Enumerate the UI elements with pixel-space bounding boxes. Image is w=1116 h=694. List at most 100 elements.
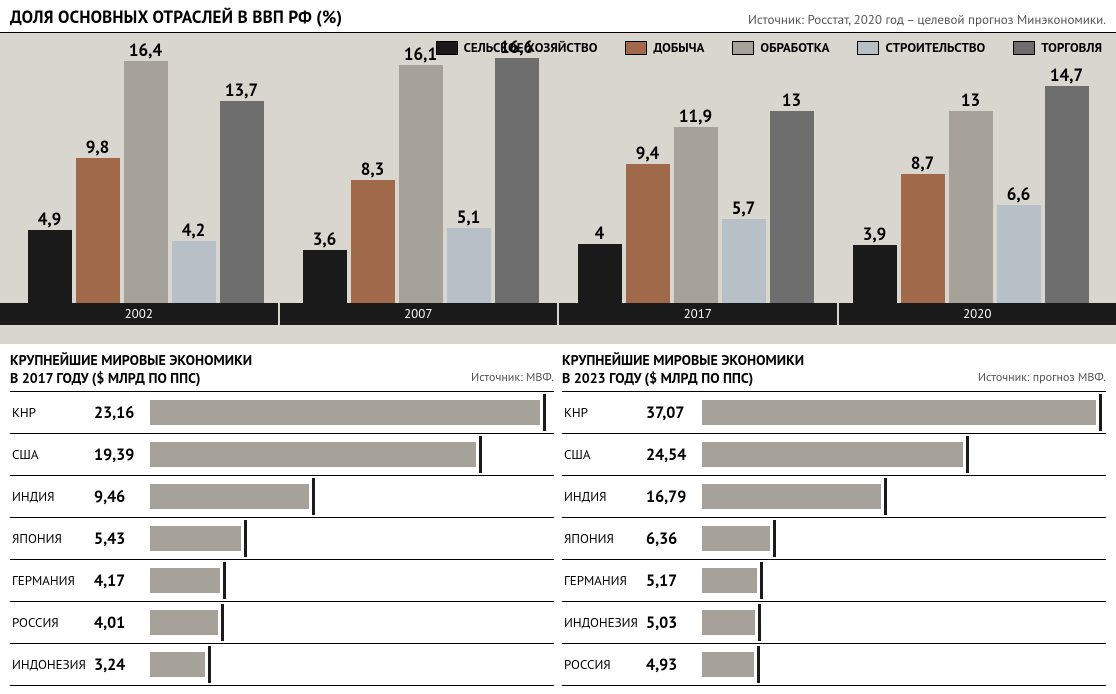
panel-title: КРУПНЕЙШИЕ МИРОВЫЕ ЭКОНОМИКИВ 2017 ГОДУ … bbox=[10, 352, 252, 387]
bar: 4,9 bbox=[28, 230, 72, 302]
bar-value-label: 5,1 bbox=[457, 206, 481, 228]
bar-value-label: 13 bbox=[782, 89, 801, 111]
row-bar-tick bbox=[758, 604, 761, 641]
bar: 5,7 bbox=[722, 219, 766, 303]
row-value: 16,79 bbox=[646, 487, 702, 507]
bar-value-label: 8,3 bbox=[361, 158, 385, 180]
bar: 3,9 bbox=[853, 245, 897, 302]
row-value: 6,36 bbox=[646, 529, 702, 549]
year-group: 3,68,316,15,116,6 bbox=[283, 58, 558, 303]
chart-title: ДОЛЯ ОСНОВНЫХ ОТРАСЛЕЙ В ВВП РФ (%) bbox=[10, 6, 342, 28]
row-bar-track bbox=[702, 476, 1106, 517]
bar-value-label: 16,1 bbox=[404, 43, 437, 65]
row-label: РОССИЯ bbox=[10, 614, 94, 631]
row-value: 19,39 bbox=[94, 445, 150, 465]
row-label: ИНДИЯ bbox=[10, 488, 94, 505]
row-value: 5,43 bbox=[94, 529, 150, 549]
row-label: ГЕРМАНИЯ bbox=[10, 572, 94, 589]
legend-item: ДОБЫЧА bbox=[625, 39, 704, 56]
bar: 4 bbox=[578, 244, 622, 303]
bar: 13,7 bbox=[220, 101, 264, 303]
bar: 14,7 bbox=[1045, 86, 1089, 303]
row-bar-tick bbox=[223, 562, 226, 599]
bar-value-label: 4,9 bbox=[38, 208, 62, 230]
row-bar bbox=[702, 484, 881, 509]
legend-item: СТРОИТЕЛЬСТВО bbox=[857, 39, 985, 56]
row-label: США bbox=[10, 446, 94, 463]
row-value: 4,93 bbox=[646, 655, 702, 675]
row-bar-track bbox=[150, 518, 554, 559]
row-bar-track bbox=[702, 434, 1106, 475]
economy-row: РОССИЯ4,93 bbox=[562, 643, 1106, 686]
legend-swatch bbox=[625, 41, 647, 55]
chart-source: Источник: Росстат, 2020 год – целевой пр… bbox=[748, 11, 1106, 28]
x-axis-label: 2020 bbox=[839, 303, 1116, 325]
row-value: 9,46 bbox=[94, 487, 150, 507]
economy-row: КНР37,07 bbox=[562, 391, 1106, 433]
row-bar-track bbox=[150, 392, 554, 433]
bar: 9,8 bbox=[76, 158, 120, 302]
row-bar bbox=[702, 400, 1096, 425]
row-bar-track bbox=[702, 560, 1106, 601]
economies-panel: КРУПНЕЙШИЕ МИРОВЫЕ ЭКОНОМИКИВ 2023 ГОДУ … bbox=[562, 352, 1106, 686]
panel-source: Источник: прогноз МВФ. bbox=[978, 370, 1106, 387]
row-value: 5,17 bbox=[646, 571, 702, 591]
row-value: 24,54 bbox=[646, 445, 702, 465]
row-bar-tick bbox=[1099, 394, 1102, 431]
bar-value-label: 4 bbox=[595, 222, 605, 244]
bar: 13 bbox=[770, 111, 814, 303]
row-bar-track bbox=[150, 476, 554, 517]
row-bar bbox=[150, 484, 309, 509]
row-bar-tick bbox=[244, 520, 247, 557]
economy-row: ГЕРМАНИЯ4,17 bbox=[10, 559, 554, 601]
panel-title: КРУПНЕЙШИЕ МИРОВЫЕ ЭКОНОМИКИВ 2023 ГОДУ … bbox=[562, 352, 804, 387]
row-value: 5,03 bbox=[646, 613, 702, 633]
legend-swatch bbox=[857, 41, 879, 55]
bar-value-label: 14,7 bbox=[1050, 64, 1083, 86]
chart-x-axis: 2002200720172020 bbox=[0, 303, 1116, 325]
chart-plot-area: 4,99,816,44,213,73,68,316,15,116,649,411… bbox=[0, 58, 1116, 303]
row-bar-tick bbox=[757, 646, 760, 683]
row-bar-tick bbox=[773, 520, 776, 557]
bar: 5,1 bbox=[447, 228, 491, 303]
row-label: ЯПОНИЯ bbox=[562, 530, 646, 547]
row-label: РОССИЯ bbox=[562, 656, 646, 673]
row-bar-tick bbox=[208, 646, 211, 683]
row-bar-track bbox=[150, 644, 554, 685]
legend-label: ТОРГОВЛЯ bbox=[1041, 39, 1102, 56]
panel-header: КРУПНЕЙШИЕ МИРОВЫЕ ЭКОНОМИКИВ 2023 ГОДУ … bbox=[562, 352, 1106, 391]
year-group: 49,411,95,713 bbox=[558, 58, 833, 303]
row-bar-tick bbox=[966, 436, 969, 473]
bar: 6,6 bbox=[997, 205, 1041, 302]
economy-row: ИНДИЯ9,46 bbox=[10, 475, 554, 517]
world-economies-section: КРУПНЕЙШИЕ МИРОВЫЕ ЭКОНОМИКИВ 2017 ГОДУ … bbox=[0, 344, 1116, 694]
row-bar-track bbox=[150, 434, 554, 475]
row-bar-track bbox=[150, 560, 554, 601]
bar: 11,9 bbox=[674, 127, 718, 302]
bar-value-label: 16,4 bbox=[129, 39, 162, 61]
bar-value-label: 9,4 bbox=[636, 142, 660, 164]
economy-row: ГЕРМАНИЯ5,17 bbox=[562, 559, 1106, 601]
row-label: ИНДИЯ bbox=[562, 488, 646, 505]
economy-row: КНР23,16 bbox=[10, 391, 554, 433]
bar-value-label: 3,9 bbox=[863, 223, 887, 245]
x-axis-label: 2017 bbox=[559, 303, 839, 325]
economy-row: РОССИЯ4,01 bbox=[10, 601, 554, 643]
row-bar-tick bbox=[543, 394, 546, 431]
bar: 9,4 bbox=[626, 164, 670, 303]
panel-rows: КНР23,16США19,39ИНДИЯ9,46ЯПОНИЯ5,43ГЕРМА… bbox=[10, 391, 554, 686]
bar-value-label: 5,7 bbox=[732, 197, 756, 219]
legend-label: ОБРАБОТКА bbox=[760, 39, 829, 56]
bar-value-label: 11,9 bbox=[679, 105, 712, 127]
economy-row: ЯПОНИЯ6,36 bbox=[562, 517, 1106, 559]
row-value: 37,07 bbox=[646, 403, 702, 423]
row-bar bbox=[150, 442, 476, 467]
legend-swatch bbox=[1013, 41, 1035, 55]
chart-header: ДОЛЯ ОСНОВНЫХ ОТРАСЛЕЙ В ВВП РФ (%) Исто… bbox=[0, 0, 1116, 33]
bar-value-label: 16,6 bbox=[500, 36, 533, 58]
row-bar bbox=[702, 526, 770, 551]
bar: 13 bbox=[949, 111, 993, 303]
year-group: 4,99,816,44,213,7 bbox=[8, 58, 283, 303]
bar: 16,6 bbox=[495, 58, 539, 303]
row-bar bbox=[702, 652, 754, 677]
